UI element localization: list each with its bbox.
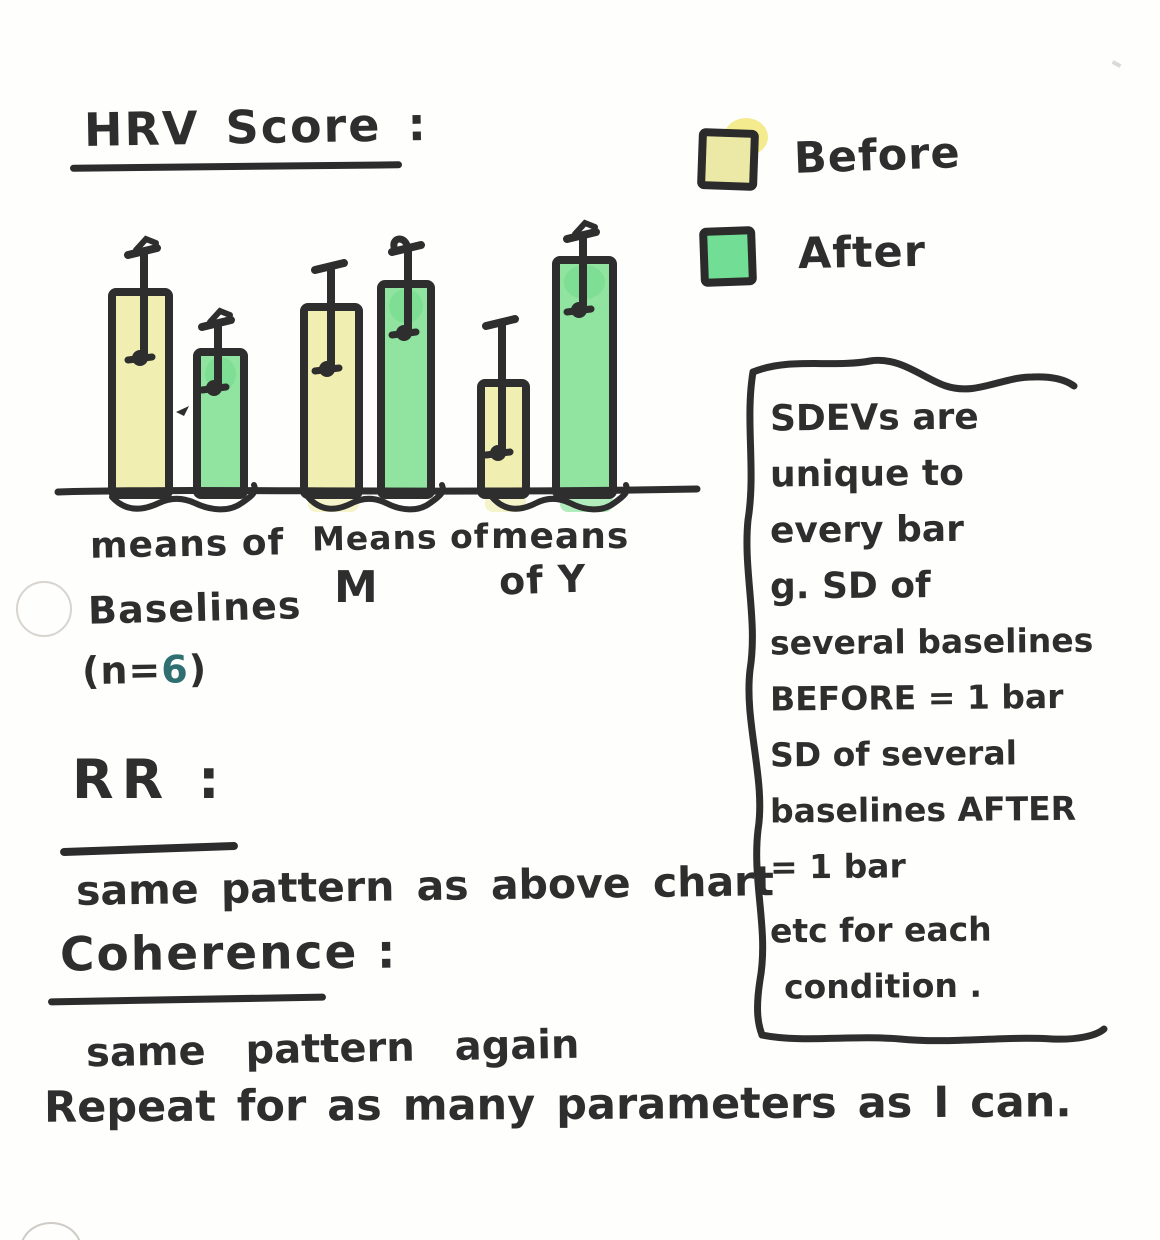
side-note-line: baselines AFTER: [769, 788, 1077, 831]
coherence-heading: Coherence :: [59, 924, 398, 983]
page-title: HRV Score :: [83, 97, 429, 157]
side-note-line: BEFORE = 1 bar: [769, 676, 1064, 719]
side-note-box: SDEVs are unique to every bar g. SD of s…: [770, 390, 1115, 1014]
side-note-line: condition .: [783, 965, 983, 1007]
error-bar-cap-bottom: [482, 448, 514, 459]
side-note-line: SD of several: [769, 733, 1018, 775]
category-baselines-line2: Baselines: [87, 583, 303, 633]
error-bar-cap-top: [482, 315, 519, 330]
n-equals-close: ): [188, 646, 208, 692]
rr-note-text: same pattern as above chart: [75, 857, 775, 915]
hole-punch-shadow: [16, 581, 72, 637]
rr-heading: RR :: [72, 748, 228, 811]
x-axis-line: [54, 485, 701, 496]
note-box-border-left: [743, 368, 767, 1039]
coherence-note-text: same pattern again: [85, 1021, 580, 1077]
error-bar-cap-bottom: [124, 353, 156, 364]
error-bar-flag: [133, 235, 159, 253]
error-bar-hook: [390, 235, 412, 253]
legend-before-label: Before: [793, 128, 962, 184]
side-note-line: unique to: [769, 452, 965, 496]
side-note-line: = 1 bar: [769, 846, 906, 887]
n-equals-digit: 6: [160, 647, 190, 692]
pair-underbrace: [305, 482, 446, 513]
error-bar-cap-bottom: [198, 383, 230, 394]
pair-underbrace: [489, 482, 630, 513]
side-note-line: every bar: [769, 508, 965, 552]
side-note-line: etc for each: [769, 909, 992, 951]
error-bar-flag: [207, 307, 233, 325]
footer-note-text: Repeat for as many parameters as I can.: [43, 1077, 1072, 1133]
category-y-line2: of Y: [498, 556, 588, 604]
category-y-line1: means: [491, 516, 630, 557]
error-bar-cap-bottom: [311, 364, 343, 375]
category-m-line1: Means of: [311, 516, 490, 559]
category-baselines-line1: means of: [89, 522, 285, 567]
error-bar-cap-bottom: [563, 305, 595, 316]
error-bar-cap-top: [311, 259, 348, 274]
note-box-border-bottom: [758, 1025, 1108, 1045]
category-baselines-line3: (n=6): [82, 647, 208, 693]
stray-pen-mark: [176, 406, 189, 416]
n-equals-open: (n=: [81, 647, 162, 694]
legend-after-swatch: [698, 226, 758, 287]
error-bar-cap-top: [198, 316, 235, 331]
error-bar-cap-top: [563, 228, 600, 243]
pair-underbrace: [109, 482, 258, 513]
category-m-line2: M: [334, 562, 379, 613]
side-note-line: several baselines: [769, 620, 1094, 663]
error-bar-cap-bottom: [388, 328, 420, 339]
legend-after-label: After: [797, 226, 927, 280]
side-note-line: SDEVs are: [769, 396, 979, 440]
side-note-line: g. SD of: [769, 565, 931, 608]
note-box-border-top: [749, 356, 1078, 393]
error-bar-flag: [572, 219, 598, 237]
legend-before-swatch: [696, 127, 760, 192]
error-bar-cap-top: [124, 244, 161, 259]
